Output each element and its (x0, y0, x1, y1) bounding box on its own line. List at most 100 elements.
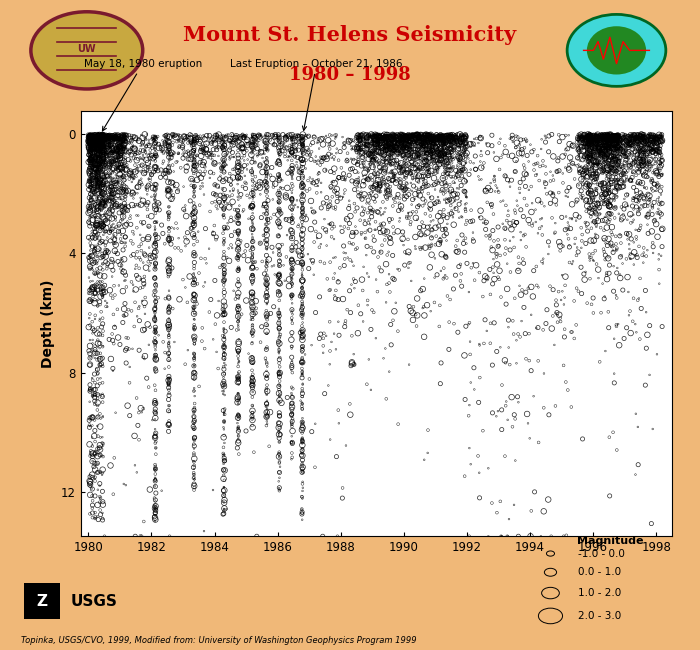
Point (130, 166, 141, 177)
Point (224, 152, 235, 162)
Point (445, 185, 456, 195)
Point (645, 138, 656, 149)
Point (630, 131, 641, 142)
Point (612, 161, 623, 171)
Point (97, 151, 108, 162)
Point (402, 141, 414, 151)
Point (624, 136, 636, 147)
Point (600, 145, 611, 155)
Point (593, 149, 604, 159)
Point (638, 131, 649, 142)
Point (116, 200, 127, 210)
Point (608, 245, 619, 255)
Point (93, 211, 104, 221)
Point (84, 174, 95, 185)
Point (90, 140, 101, 151)
Point (97, 139, 108, 150)
Point (594, 142, 605, 153)
Point (273, 271, 284, 281)
Point (605, 178, 616, 188)
Point (397, 131, 408, 141)
Point (261, 219, 272, 229)
Point (586, 135, 597, 145)
Point (601, 143, 612, 153)
Point (526, 309, 537, 320)
Point (95, 432, 106, 443)
Point (534, 223, 545, 233)
Point (419, 153, 430, 164)
Point (491, 248, 502, 259)
Point (360, 148, 372, 158)
Point (437, 185, 448, 195)
Point (433, 142, 444, 152)
Point (351, 227, 362, 237)
Point (112, 146, 123, 157)
Point (150, 133, 161, 144)
Point (93, 188, 104, 199)
Point (232, 436, 244, 447)
Point (217, 142, 228, 152)
Point (384, 140, 395, 151)
Point (533, 356, 544, 366)
Point (536, 134, 547, 144)
Point (174, 294, 185, 304)
Point (274, 365, 285, 376)
Point (637, 170, 648, 181)
Point (88, 131, 99, 141)
Point (150, 198, 162, 209)
Point (346, 144, 357, 155)
Point (419, 157, 430, 167)
Point (85, 135, 96, 145)
Point (297, 443, 308, 454)
Point (85, 148, 97, 158)
Point (412, 153, 423, 163)
Point (600, 133, 611, 143)
Point (150, 324, 161, 334)
Point (107, 200, 118, 210)
Point (592, 199, 603, 209)
Point (196, 133, 207, 144)
Point (89, 281, 100, 291)
Point (388, 135, 399, 146)
Point (590, 131, 601, 142)
Point (296, 450, 307, 460)
Point (391, 142, 402, 153)
Point (97, 486, 108, 497)
Point (188, 370, 199, 380)
Point (298, 158, 309, 168)
Point (260, 320, 272, 330)
Point (216, 134, 227, 144)
Point (120, 220, 131, 231)
Point (106, 192, 117, 203)
Point (631, 132, 643, 142)
Point (388, 131, 399, 141)
Point (417, 136, 428, 146)
Point (189, 432, 200, 443)
Point (246, 188, 258, 199)
Point (436, 179, 447, 189)
Point (218, 235, 230, 246)
Point (631, 234, 642, 244)
Point (428, 136, 440, 147)
Point (410, 130, 421, 140)
Point (330, 202, 341, 213)
Point (598, 130, 610, 140)
Point (374, 136, 386, 146)
Point (108, 230, 120, 240)
Point (600, 138, 611, 148)
Point (262, 419, 273, 429)
Point (578, 138, 589, 149)
Point (626, 132, 638, 142)
Point (584, 145, 596, 155)
Point (382, 179, 393, 190)
Point (190, 130, 202, 140)
Point (363, 131, 374, 142)
Point (188, 239, 199, 250)
Point (314, 160, 326, 170)
Point (100, 191, 111, 202)
Point (559, 292, 570, 303)
Point (203, 148, 214, 159)
Point (246, 147, 258, 157)
Point (290, 237, 302, 248)
Point (261, 294, 272, 304)
